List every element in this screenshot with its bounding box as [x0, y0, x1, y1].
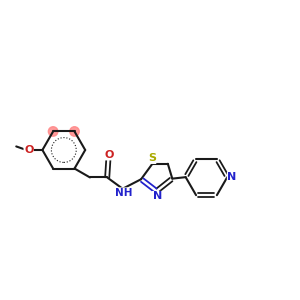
Text: S: S [148, 153, 156, 164]
Text: NH: NH [115, 188, 133, 198]
Text: O: O [24, 145, 33, 155]
Circle shape [48, 127, 58, 136]
Text: N: N [227, 172, 237, 182]
Circle shape [70, 127, 79, 136]
Text: O: O [105, 150, 114, 160]
Text: N: N [152, 191, 162, 202]
